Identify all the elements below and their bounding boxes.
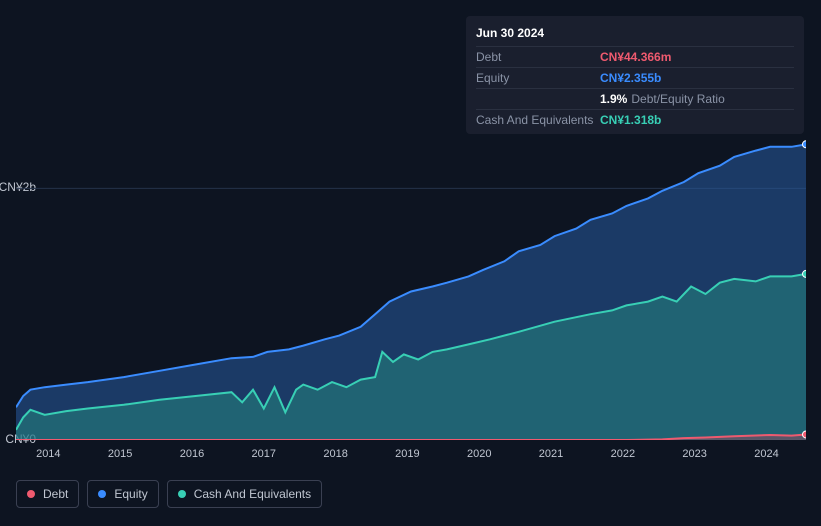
series-end-marker — [803, 141, 807, 148]
x-axis-tick: 2022 — [611, 448, 635, 460]
legend-label: Debt — [43, 487, 68, 501]
x-axis: 2014 2015 2016 2017 2018 2019 2020 2021 2022 2023… — [16, 448, 806, 464]
series-end-marker — [803, 270, 807, 277]
x-axis-tick: 2015 — [108, 448, 132, 460]
legend-dot-icon — [98, 490, 106, 498]
x-axis-tick: 2016 — [180, 448, 204, 460]
tooltip-row-value: CN¥2.355b — [600, 71, 661, 85]
x-axis-tick: 2018 — [323, 448, 347, 460]
series-end-marker — [803, 431, 807, 438]
legend-label: Equity — [114, 487, 147, 501]
x-axis-tick: 2020 — [467, 448, 491, 460]
tooltip-row-value: 1.9% — [600, 92, 627, 106]
tooltip-row-value: CN¥1.318b — [600, 113, 661, 127]
tooltip-row-label: Cash And Equivalents — [476, 113, 600, 127]
legend: Debt Equity Cash And Equivalents — [16, 480, 322, 508]
legend-label: Cash And Equivalents — [194, 487, 311, 501]
chart-tooltip: Jun 30 2024 DebtCN¥44.366mEquityCN¥2.355… — [466, 16, 804, 134]
legend-dot-icon — [178, 490, 186, 498]
tooltip-row-label: Equity — [476, 71, 600, 85]
tooltip-row: Cash And EquivalentsCN¥1.318b — [476, 109, 794, 130]
tooltip-row: DebtCN¥44.366m — [476, 46, 794, 67]
x-axis-tick: 2023 — [682, 448, 706, 460]
x-axis-tick: 2024 — [754, 448, 778, 460]
chart-svg — [16, 138, 806, 440]
x-axis-tick: 2014 — [36, 448, 60, 460]
area-chart — [16, 138, 806, 440]
tooltip-row-extra: Debt/Equity Ratio — [631, 92, 724, 106]
tooltip-date: Jun 30 2024 — [476, 22, 794, 46]
tooltip-row-label: Debt — [476, 50, 600, 64]
legend-item-cash-and-equivalents[interactable]: Cash And Equivalents — [167, 480, 322, 508]
tooltip-row: EquityCN¥2.355b — [476, 67, 794, 88]
x-axis-tick: 2017 — [252, 448, 276, 460]
tooltip-row-label — [476, 92, 600, 106]
x-axis-tick: 2021 — [539, 448, 563, 460]
legend-item-equity[interactable]: Equity — [87, 480, 158, 508]
x-axis-tick: 2019 — [395, 448, 419, 460]
tooltip-row-value: CN¥44.366m — [600, 50, 671, 64]
legend-item-debt[interactable]: Debt — [16, 480, 79, 508]
tooltip-row: 1.9% Debt/Equity Ratio — [476, 88, 794, 109]
legend-dot-icon — [27, 490, 35, 498]
